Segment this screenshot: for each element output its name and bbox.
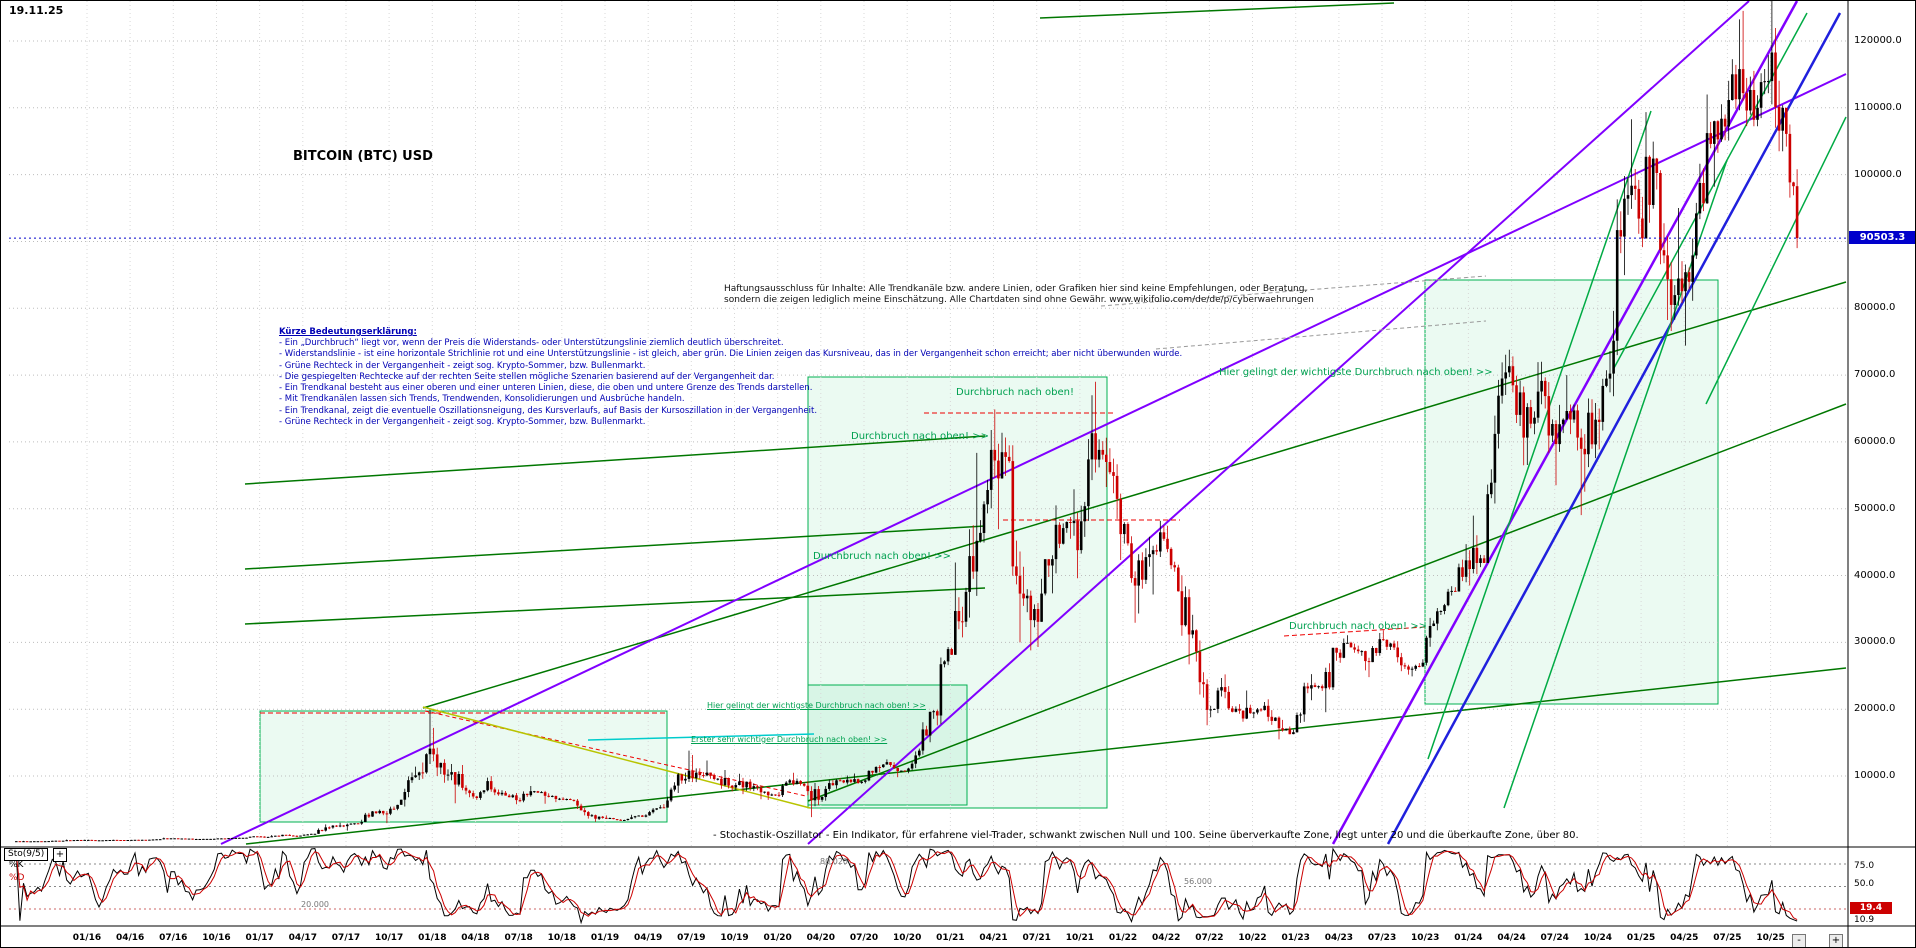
legend-line: - Grüne Rechteck in der Vergangenheit - …: [279, 360, 646, 371]
legend-line: - Die gespiegelten Rechtecke auf der rec…: [279, 371, 775, 382]
date-axis-label: 01/16: [72, 933, 102, 943]
price-axis-label: 70000.0: [1854, 369, 1896, 381]
stochastic-level-20: 20.000: [301, 900, 329, 909]
chart-title: BITCOIN (BTC) USD: [293, 149, 433, 164]
date-axis-label: 07/19: [677, 933, 706, 943]
legend-line: - Mit Trendkanälen lassen sich Trends, T…: [279, 394, 685, 405]
date-axis-label: 01/19: [590, 933, 620, 943]
price-axis-label: 110000.0: [1854, 101, 1902, 113]
date-axis-label: 04/18: [461, 933, 490, 943]
date-axis-label: 10/22: [1238, 933, 1267, 943]
legend-block: Kürze Bedeutungserklärung: - Ein „Durchb…: [279, 327, 1182, 428]
price-axis-label: 10000.0: [1854, 770, 1896, 781]
date-axis-label: 01/23: [1281, 933, 1310, 943]
date-axis-label: 04/17: [288, 933, 317, 943]
breakout-annotation: Hier gelingt der wichtigste Durchbruch n…: [1219, 367, 1493, 378]
disclaimer-text: Haftungsausschluss für Inhalte: Alle Tre…: [724, 284, 1314, 307]
price-axis-label: 120000.0: [1854, 35, 1902, 46]
date-axis-label: 04/16: [115, 933, 145, 943]
date-axis-label: 04/23: [1324, 933, 1354, 943]
date-axis-label: 10/24: [1583, 933, 1613, 943]
breakout-annotation: Durchbruch nach oben! >>: [1289, 621, 1427, 632]
date-axis-label: 07/17: [331, 933, 361, 943]
breakout-annotation: Durchbruch nach oben!: [956, 387, 1075, 398]
date-axis-label: 07/16: [159, 933, 188, 943]
zoom-in-button[interactable]: +: [1829, 934, 1843, 947]
stochastic-level-56: 56.000: [1184, 877, 1212, 886]
date-axis-label: 10/19: [720, 933, 749, 943]
legend-line: - Grüne Rechteck in der Vergangenheit - …: [279, 416, 646, 427]
date-axis-label: 07/21: [1022, 933, 1051, 943]
stochastic-d-value: 10.9: [1854, 915, 1875, 925]
date-axis-label: 10/21: [1065, 933, 1095, 943]
date-axis-label: 10/25: [1756, 933, 1785, 943]
price-axis-label: 80000.0: [1854, 302, 1896, 314]
date-axis-label: 01/24: [1454, 933, 1483, 943]
stochastic-expand-button[interactable]: +: [53, 848, 67, 862]
stochastic-indicator-label[interactable]: Sto(9/5): [4, 848, 49, 861]
stochastic-axis-75: 75.0: [1854, 861, 1875, 871]
breakout-annotation: Hier gelingt der wichtigste Durchbruch n…: [707, 701, 926, 710]
stochastic-k-label: %K: [9, 860, 24, 870]
legend-title: Kürze Bedeutungserklärung:: [279, 327, 417, 337]
date-axis-label: 04/19: [633, 933, 663, 943]
legend-line: - Ein Trendkanal besteht aus einer obere…: [279, 383, 813, 394]
legend-lines: - Ein „Durchbruch“ liegt vor, wenn der P…: [279, 338, 1182, 428]
breakout-annotation: Erster sehr wichtiger Durchbruch nach ob…: [691, 735, 888, 744]
date-axis-label: 10/23: [1411, 933, 1440, 943]
breakout-annotation: Durchbruch nach oben! >>: [851, 431, 989, 442]
stochastic-k-value-badge: 19.4: [1850, 902, 1892, 914]
date-axis-label: 01/18: [418, 933, 447, 943]
date-axis-label: 07/24: [1540, 933, 1569, 943]
current-price-badge: 90503.3: [1849, 231, 1915, 245]
date-axis-label: 01/22: [1108, 933, 1138, 943]
stochastic-note: - Stochastik-Oszillator - Ein Indikator,…: [713, 830, 1579, 841]
date-axis-label: 04/21: [979, 933, 1008, 943]
chart-date-label: 19.11.25: [9, 4, 64, 17]
date-axis: 01/16 04/16 07/16 10/16 01/17 04/17 07/17 10/17…: [1, 932, 1848, 947]
date-axis-label: 07/18: [504, 933, 533, 943]
price-axis-label: 100000.0: [1854, 168, 1902, 180]
zoom-out-button[interactable]: -: [1792, 934, 1806, 947]
date-axis-label: 01/17: [245, 933, 274, 943]
date-axis-label: 07/25: [1713, 933, 1742, 943]
date-axis-label: 04/22: [1152, 933, 1181, 943]
legend-line: - Ein „Durchbruch“ liegt vor, wenn der P…: [279, 338, 784, 349]
date-axis-label: 04/25: [1670, 933, 1699, 943]
date-axis-label: 07/23: [1367, 933, 1397, 943]
price-axis: 120000.0 110000.0 100000.0 80000.0 70000.0 60…: [1852, 1, 1915, 847]
date-axis-label: 10/20: [893, 933, 922, 943]
date-axis-label: 01/20: [763, 933, 792, 943]
disclaimer-line-1: Haftungsausschluss für Inhalte: Alle Tre…: [724, 284, 1308, 294]
date-axis-label: 10/17: [374, 933, 404, 943]
date-axis-label: 07/20: [849, 933, 879, 943]
price-axis-label: 40000.0: [1854, 569, 1896, 581]
date-axis-label: 01/25: [1626, 933, 1656, 943]
breakout-annotation: Durchbruch nach oben! >>: [813, 551, 951, 562]
stochastic-axis-50: 50.0: [1854, 879, 1875, 889]
legend-line: - Widerstandslinie - ist eine horizontal…: [279, 349, 1183, 360]
stochastic-d-label: %D: [9, 873, 25, 883]
date-axis-label: 10/18: [547, 933, 576, 943]
date-axis-label: 04/24: [1497, 933, 1526, 943]
stochastic-level-80: 80.020: [820, 857, 848, 866]
legend-line: - Ein Trendkanal, zeigt die eventuelle O…: [279, 405, 818, 416]
date-axis-label: 01/21: [936, 933, 965, 943]
price-axis-label: 20000.0: [1854, 703, 1896, 715]
date-axis-label: 10/16: [202, 933, 231, 943]
disclaimer-line-2: sondern die zeigen lediglich meine Einsc…: [724, 295, 1314, 306]
price-axis-label: 30000.0: [1854, 636, 1896, 648]
price-axis-label: 50000.0: [1854, 502, 1896, 514]
date-axis-label: 04/20: [806, 933, 835, 943]
date-axis-label: 07/22: [1195, 933, 1224, 943]
price-axis-label: 60000.0: [1854, 435, 1896, 447]
